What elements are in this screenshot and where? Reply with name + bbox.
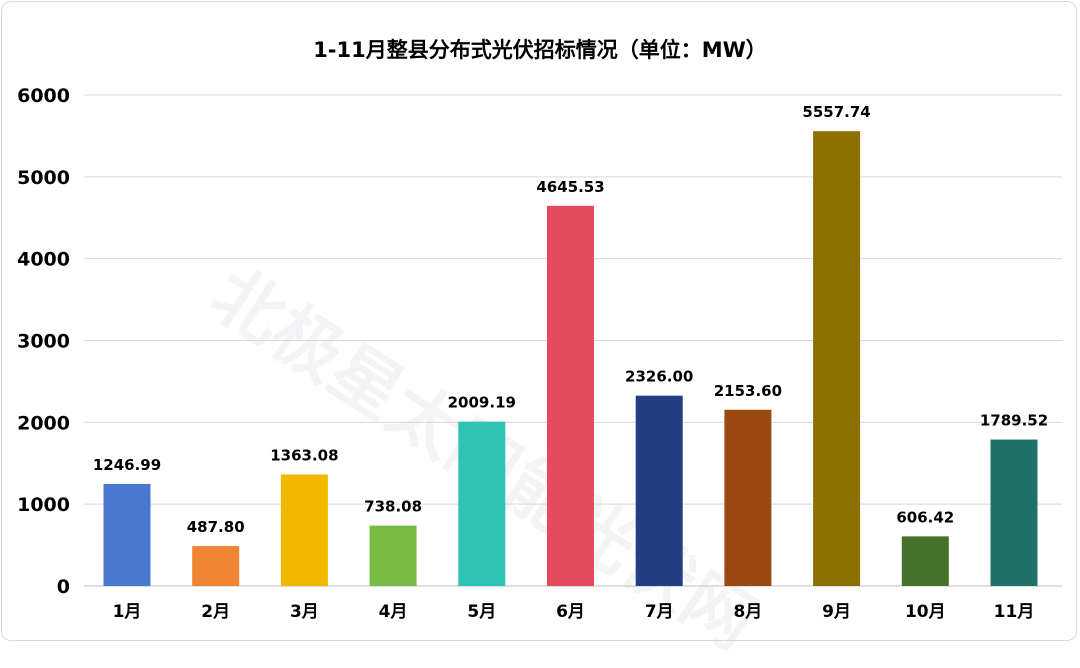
bar-8 xyxy=(724,409,772,586)
data-label: 487.80 xyxy=(187,518,245,536)
chart-title: 1-11月整县分布式光伏招标情况（单位：MW） xyxy=(313,38,767,62)
bar-1 xyxy=(103,483,151,586)
bar-5 xyxy=(458,421,506,586)
bar-3 xyxy=(280,474,328,586)
x-tick-label: 5月 xyxy=(467,602,496,622)
y-tick-label: 4000 xyxy=(17,249,70,271)
data-label: 2009.19 xyxy=(448,394,516,412)
data-label: 4645.53 xyxy=(536,178,604,196)
x-tick-label: 1月 xyxy=(113,602,142,622)
bar-9 xyxy=(813,131,861,587)
x-tick-label: 8月 xyxy=(733,602,762,622)
bar-chart: 0 1000 2000 3000 4000 5000 6000 1246.99 1月 487.80… xyxy=(17,85,1062,622)
bar-6 xyxy=(547,205,594,586)
x-tick-label: 2月 xyxy=(201,602,230,622)
x-tick-label: 10月 xyxy=(905,602,946,622)
x-tick-label: 11月 xyxy=(994,602,1035,622)
x-tick-label: 7月 xyxy=(645,602,674,622)
bar-4 xyxy=(369,525,417,586)
bar-10 xyxy=(901,536,949,586)
data-label: 1363.08 xyxy=(270,446,338,464)
x-tick-label: 3月 xyxy=(290,602,319,622)
data-label: 738.08 xyxy=(364,498,422,516)
y-tick-label: 2000 xyxy=(17,412,70,434)
y-tick-label: 1000 xyxy=(17,494,70,516)
x-tick-label: 9月 xyxy=(822,602,851,622)
x-tick-label: 4月 xyxy=(379,602,408,622)
data-label: 606.42 xyxy=(896,508,954,526)
y-tick-label: 6000 xyxy=(17,85,70,107)
data-label: 1789.52 xyxy=(980,412,1048,430)
bar-2 xyxy=(192,546,240,586)
chart-frame xyxy=(1,1,1077,641)
data-label: 1246.99 xyxy=(93,456,161,474)
y-tick-label: 5000 xyxy=(17,167,70,189)
bar-11 xyxy=(990,439,1038,586)
y-tick-label: 3000 xyxy=(17,331,70,353)
data-label: 2326.00 xyxy=(625,368,693,386)
data-label: 5557.74 xyxy=(802,103,870,121)
bar-7 xyxy=(635,395,683,586)
x-tick-label: 6月 xyxy=(556,602,585,622)
y-tick-label: 0 xyxy=(57,576,70,598)
data-label: 2153.60 xyxy=(714,382,782,400)
